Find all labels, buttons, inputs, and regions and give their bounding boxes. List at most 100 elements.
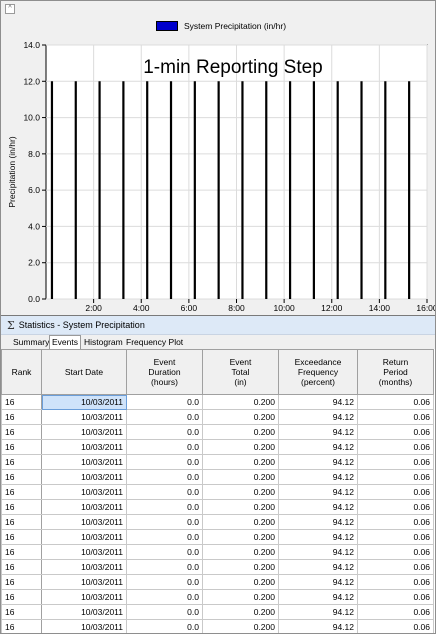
start-date-cell[interactable]: 10/03/2011 [41, 514, 127, 530]
start-date-cell[interactable]: 10/03/2011 [41, 424, 127, 440]
return-period-cell[interactable]: 0.06 [357, 394, 434, 410]
return-period-cell[interactable]: 0.06 [357, 409, 434, 425]
start-date-cell[interactable]: 10/03/2011 [41, 469, 127, 485]
table-row[interactable]: 16 10/03/2011 0.0 0.200 94.12 0.06 [1, 619, 434, 633]
exceedance-cell[interactable]: 94.12 [278, 424, 358, 440]
duration-cell[interactable]: 0.0 [126, 604, 203, 620]
return-period-cell[interactable]: 0.06 [357, 529, 434, 545]
tab-summary[interactable]: Summary [13, 337, 50, 347]
start-date-cell[interactable]: 10/03/2011 [41, 439, 127, 455]
rank-cell[interactable]: 16 [1, 499, 42, 515]
header-exceedance-frequency[interactable]: Exceedance Frequency (percent) [278, 349, 358, 395]
return-period-cell[interactable]: 0.06 [357, 574, 434, 590]
rank-cell[interactable]: 16 [1, 604, 42, 620]
return-period-cell[interactable]: 0.06 [357, 484, 434, 500]
return-period-cell[interactable]: 0.06 [357, 589, 434, 605]
total-cell[interactable]: 0.200 [202, 619, 279, 633]
total-cell[interactable]: 0.200 [202, 499, 279, 515]
duration-cell[interactable]: 0.0 [126, 469, 203, 485]
table-row[interactable]: 16 10/03/2011 0.0 0.200 94.12 0.06 [1, 439, 434, 455]
total-cell[interactable]: 0.200 [202, 559, 279, 575]
duration-cell[interactable]: 0.0 [126, 439, 203, 455]
start-date-cell[interactable]: 10/03/2011 [41, 454, 127, 470]
start-date-cell[interactable]: 10/03/2011 [41, 589, 127, 605]
exceedance-cell[interactable]: 94.12 [278, 484, 358, 500]
rank-cell[interactable]: 16 [1, 394, 42, 410]
total-cell[interactable]: 0.200 [202, 574, 279, 590]
table-row[interactable]: 16 10/03/2011 0.0 0.200 94.12 0.06 [1, 529, 434, 545]
rank-cell[interactable]: 16 [1, 574, 42, 590]
return-period-cell[interactable]: 0.06 [357, 469, 434, 485]
table-row[interactable]: 16 10/03/2011 0.0 0.200 94.12 0.06 [1, 469, 434, 485]
table-row[interactable]: 16 10/03/2011 0.0 0.200 94.12 0.06 [1, 454, 434, 470]
table-row[interactable]: 16 10/03/2011 0.0 0.200 94.12 0.06 [1, 499, 434, 515]
window-menu-icon[interactable]: ^ [5, 4, 15, 14]
return-period-cell[interactable]: 0.06 [357, 499, 434, 515]
table-row[interactable]: 16 10/03/2011 0.0 0.200 94.12 0.06 [1, 574, 434, 590]
return-period-cell[interactable]: 0.06 [357, 514, 434, 530]
table-row[interactable]: 16 10/03/2011 0.0 0.200 94.12 0.06 [1, 394, 434, 410]
rank-cell[interactable]: 16 [1, 424, 42, 440]
header-return-period[interactable]: Return Period (months) [357, 349, 434, 395]
rank-cell[interactable]: 16 [1, 589, 42, 605]
total-cell[interactable]: 0.200 [202, 589, 279, 605]
rank-cell[interactable]: 16 [1, 484, 42, 500]
header-event-total[interactable]: Event Total (in) [202, 349, 279, 395]
total-cell[interactable]: 0.200 [202, 469, 279, 485]
exceedance-cell[interactable]: 94.12 [278, 409, 358, 425]
total-cell[interactable]: 0.200 [202, 409, 279, 425]
exceedance-cell[interactable]: 94.12 [278, 439, 358, 455]
return-period-cell[interactable]: 0.06 [357, 454, 434, 470]
rank-cell[interactable]: 16 [1, 619, 42, 633]
table-row[interactable]: 16 10/03/2011 0.0 0.200 94.12 0.06 [1, 544, 434, 560]
rank-cell[interactable]: 16 [1, 559, 42, 575]
rank-cell[interactable]: 16 [1, 544, 42, 560]
total-cell[interactable]: 0.200 [202, 514, 279, 530]
start-date-cell[interactable]: 10/03/2011 [41, 574, 127, 590]
duration-cell[interactable]: 0.0 [126, 619, 203, 633]
return-period-cell[interactable]: 0.06 [357, 424, 434, 440]
table-row[interactable]: 16 10/03/2011 0.0 0.200 94.12 0.06 [1, 559, 434, 575]
total-cell[interactable]: 0.200 [202, 439, 279, 455]
rank-cell[interactable]: 16 [1, 469, 42, 485]
exceedance-cell[interactable]: 94.12 [278, 514, 358, 530]
return-period-cell[interactable]: 0.06 [357, 559, 434, 575]
duration-cell[interactable]: 0.0 [126, 424, 203, 440]
tab-events[interactable]: Events [49, 335, 81, 349]
exceedance-cell[interactable]: 94.12 [278, 499, 358, 515]
duration-cell[interactable]: 0.0 [126, 574, 203, 590]
table-row[interactable]: 16 10/03/2011 0.0 0.200 94.12 0.06 [1, 604, 434, 620]
duration-cell[interactable]: 0.0 [126, 484, 203, 500]
rank-cell[interactable]: 16 [1, 454, 42, 470]
exceedance-cell[interactable]: 94.12 [278, 589, 358, 605]
exceedance-cell[interactable]: 94.12 [278, 394, 358, 410]
start-date-cell[interactable]: 10/03/2011 [41, 529, 127, 545]
duration-cell[interactable]: 0.0 [126, 499, 203, 515]
tab-histogram[interactable]: Histogram [84, 337, 123, 347]
duration-cell[interactable]: 0.0 [126, 589, 203, 605]
tab-frequency-plot[interactable]: Frequency Plot [126, 337, 184, 347]
total-cell[interactable]: 0.200 [202, 484, 279, 500]
rank-cell[interactable]: 16 [1, 514, 42, 530]
start-date-cell[interactable]: 10/03/2011 [41, 619, 127, 633]
table-row[interactable]: 16 10/03/2011 0.0 0.200 94.12 0.06 [1, 484, 434, 500]
duration-cell[interactable]: 0.0 [126, 544, 203, 560]
exceedance-cell[interactable]: 94.12 [278, 559, 358, 575]
start-date-cell[interactable]: 10/03/2011 [41, 559, 127, 575]
total-cell[interactable]: 0.200 [202, 604, 279, 620]
table-row[interactable]: 16 10/03/2011 0.0 0.200 94.12 0.06 [1, 514, 434, 530]
exceedance-cell[interactable]: 94.12 [278, 604, 358, 620]
exceedance-cell[interactable]: 94.12 [278, 469, 358, 485]
duration-cell[interactable]: 0.0 [126, 454, 203, 470]
events-grid[interactable]: Rank Start Date Event Duration (hours) Eve… [1, 349, 435, 633]
total-cell[interactable]: 0.200 [202, 454, 279, 470]
duration-cell[interactable]: 0.0 [126, 529, 203, 545]
table-row[interactable]: 16 10/03/2011 0.0 0.200 94.12 0.06 [1, 409, 434, 425]
exceedance-cell[interactable]: 94.12 [278, 544, 358, 560]
total-cell[interactable]: 0.200 [202, 529, 279, 545]
return-period-cell[interactable]: 0.06 [357, 619, 434, 633]
duration-cell[interactable]: 0.0 [126, 394, 203, 410]
exceedance-cell[interactable]: 94.12 [278, 529, 358, 545]
table-row[interactable]: 16 10/03/2011 0.0 0.200 94.12 0.06 [1, 589, 434, 605]
duration-cell[interactable]: 0.0 [126, 409, 203, 425]
